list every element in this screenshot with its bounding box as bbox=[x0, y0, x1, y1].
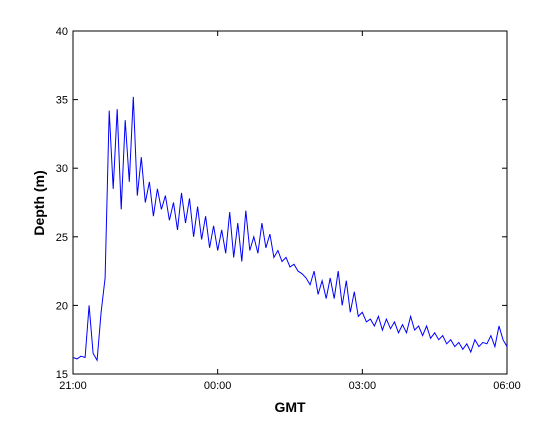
x-tick-label: 00:00 bbox=[204, 380, 232, 392]
plot-area-frame bbox=[72, 30, 508, 375]
axis-ticks: 21:00 00:00 03:00 06:00 15 20 25 30 35 40 bbox=[56, 26, 521, 392]
y-tick-label: 35 bbox=[56, 95, 68, 107]
y-tick-label: 25 bbox=[56, 232, 68, 244]
y-tick-label: 30 bbox=[56, 163, 68, 175]
y-tick-label: 20 bbox=[56, 300, 68, 312]
depth-series-line bbox=[72, 96, 508, 362]
x-axis-title: GMT bbox=[274, 399, 306, 415]
y-tick-label: 40 bbox=[56, 26, 68, 38]
y-axis-title: Depth (m) bbox=[31, 170, 47, 235]
y-tick-label: 15 bbox=[56, 369, 68, 381]
x-tick-label: 06:00 bbox=[493, 380, 521, 392]
x-tick-label: 21:00 bbox=[59, 380, 87, 392]
x-tick-label: 03:00 bbox=[349, 380, 377, 392]
